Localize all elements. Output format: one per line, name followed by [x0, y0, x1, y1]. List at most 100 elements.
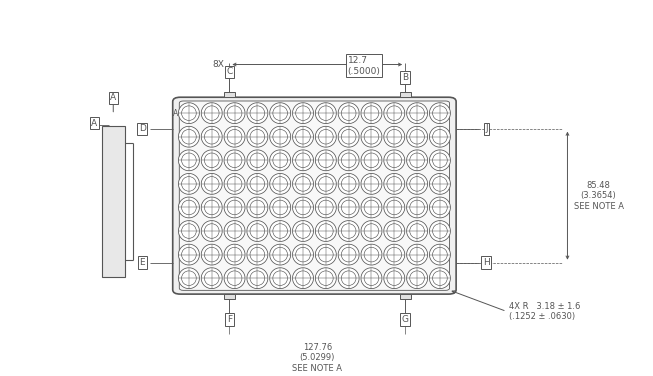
- Ellipse shape: [224, 197, 245, 218]
- Ellipse shape: [296, 224, 310, 238]
- Ellipse shape: [178, 126, 199, 147]
- Ellipse shape: [319, 247, 333, 262]
- Ellipse shape: [224, 221, 245, 241]
- Ellipse shape: [247, 268, 268, 289]
- Ellipse shape: [293, 221, 313, 241]
- Ellipse shape: [432, 247, 447, 262]
- Ellipse shape: [338, 126, 359, 147]
- Ellipse shape: [204, 224, 219, 238]
- Ellipse shape: [410, 200, 424, 215]
- Ellipse shape: [407, 221, 428, 241]
- Ellipse shape: [432, 271, 447, 285]
- Ellipse shape: [384, 103, 405, 124]
- Ellipse shape: [430, 126, 451, 147]
- Ellipse shape: [182, 247, 197, 262]
- Ellipse shape: [250, 224, 264, 238]
- Ellipse shape: [338, 150, 359, 171]
- Ellipse shape: [270, 103, 291, 124]
- Ellipse shape: [293, 126, 313, 147]
- Ellipse shape: [204, 271, 219, 285]
- Ellipse shape: [201, 197, 222, 218]
- Ellipse shape: [338, 103, 359, 124]
- Ellipse shape: [247, 103, 268, 124]
- Ellipse shape: [432, 106, 447, 120]
- Ellipse shape: [387, 247, 402, 262]
- Ellipse shape: [364, 153, 379, 168]
- Ellipse shape: [430, 103, 451, 124]
- Ellipse shape: [407, 126, 428, 147]
- Ellipse shape: [407, 197, 428, 218]
- Text: C: C: [227, 67, 232, 76]
- Text: E: E: [140, 258, 145, 267]
- Ellipse shape: [387, 224, 402, 238]
- Ellipse shape: [250, 247, 264, 262]
- Ellipse shape: [296, 200, 310, 215]
- Ellipse shape: [319, 200, 333, 215]
- FancyBboxPatch shape: [102, 126, 125, 277]
- Ellipse shape: [384, 150, 405, 171]
- Ellipse shape: [273, 106, 287, 120]
- Ellipse shape: [273, 129, 287, 144]
- Ellipse shape: [364, 129, 379, 144]
- Ellipse shape: [432, 177, 447, 191]
- Ellipse shape: [407, 103, 428, 124]
- Ellipse shape: [342, 106, 356, 120]
- Ellipse shape: [182, 200, 197, 215]
- Ellipse shape: [224, 150, 245, 171]
- Ellipse shape: [178, 221, 199, 241]
- Ellipse shape: [319, 153, 333, 168]
- Ellipse shape: [338, 173, 359, 194]
- FancyBboxPatch shape: [172, 97, 456, 294]
- Ellipse shape: [273, 177, 287, 191]
- Ellipse shape: [430, 244, 451, 265]
- FancyBboxPatch shape: [224, 92, 235, 97]
- Ellipse shape: [319, 177, 333, 191]
- Text: D: D: [139, 124, 146, 133]
- Ellipse shape: [224, 268, 245, 289]
- Ellipse shape: [250, 200, 264, 215]
- Ellipse shape: [361, 197, 382, 218]
- Ellipse shape: [361, 221, 382, 241]
- Ellipse shape: [201, 103, 222, 124]
- Ellipse shape: [178, 173, 199, 194]
- FancyBboxPatch shape: [224, 294, 235, 299]
- Ellipse shape: [247, 173, 268, 194]
- Ellipse shape: [227, 106, 242, 120]
- Ellipse shape: [182, 153, 197, 168]
- Ellipse shape: [296, 247, 310, 262]
- Ellipse shape: [410, 271, 424, 285]
- Ellipse shape: [361, 126, 382, 147]
- Ellipse shape: [204, 106, 219, 120]
- Ellipse shape: [338, 221, 359, 241]
- Text: A: A: [91, 119, 97, 128]
- Ellipse shape: [247, 150, 268, 171]
- Ellipse shape: [293, 103, 313, 124]
- Ellipse shape: [273, 153, 287, 168]
- Ellipse shape: [387, 271, 402, 285]
- Ellipse shape: [227, 271, 242, 285]
- Text: J: J: [485, 124, 488, 133]
- Ellipse shape: [270, 150, 291, 171]
- Ellipse shape: [387, 106, 402, 120]
- FancyBboxPatch shape: [180, 101, 449, 290]
- Ellipse shape: [319, 224, 333, 238]
- Ellipse shape: [342, 224, 356, 238]
- Ellipse shape: [250, 129, 264, 144]
- Ellipse shape: [273, 224, 287, 238]
- Ellipse shape: [384, 221, 405, 241]
- Ellipse shape: [296, 271, 310, 285]
- Ellipse shape: [204, 129, 219, 144]
- Ellipse shape: [204, 200, 219, 215]
- Ellipse shape: [178, 244, 199, 265]
- Text: 8X: 8X: [212, 60, 225, 69]
- Ellipse shape: [361, 103, 382, 124]
- Ellipse shape: [273, 247, 287, 262]
- Ellipse shape: [204, 177, 219, 191]
- Ellipse shape: [247, 221, 268, 241]
- Ellipse shape: [342, 129, 356, 144]
- Ellipse shape: [384, 244, 405, 265]
- Ellipse shape: [296, 129, 310, 144]
- Ellipse shape: [315, 268, 336, 289]
- Ellipse shape: [178, 150, 199, 171]
- Ellipse shape: [182, 177, 197, 191]
